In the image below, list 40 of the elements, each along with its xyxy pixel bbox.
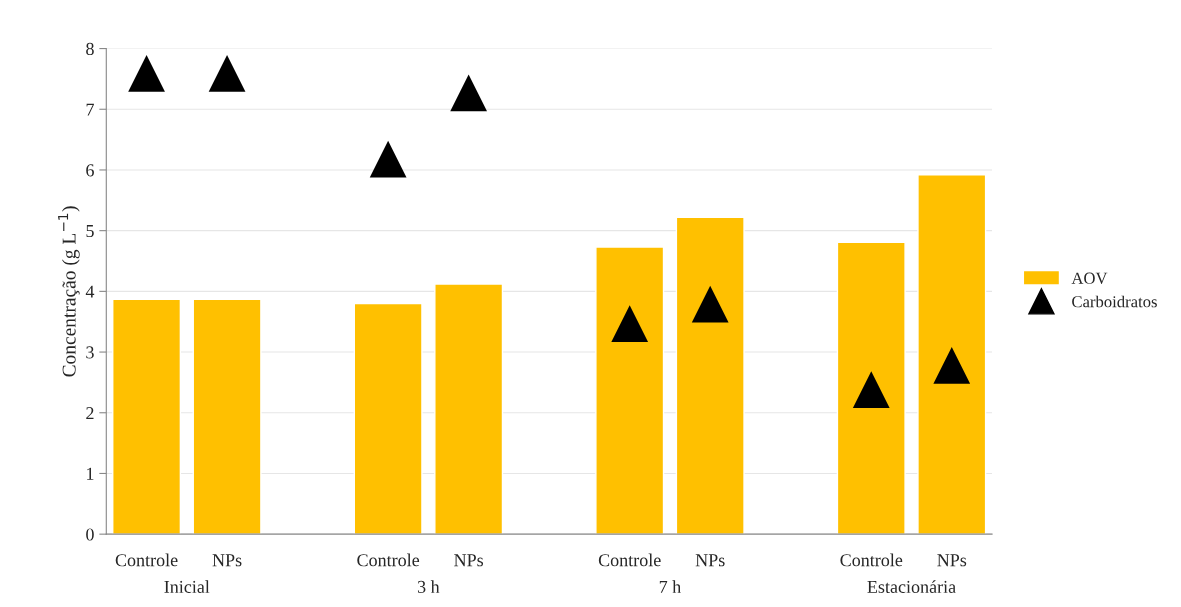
point bbox=[208, 55, 246, 92]
x-tick-label: NPs bbox=[695, 554, 725, 567]
bar bbox=[675, 216, 745, 535]
bar bbox=[192, 298, 262, 535]
y-tick-label: 7 bbox=[86, 103, 94, 116]
text: Inicial bbox=[164, 580, 210, 593]
point bbox=[691, 285, 729, 323]
x-tick-label: Controle bbox=[115, 553, 178, 567]
bar bbox=[434, 283, 504, 535]
y-tick-label: 4 bbox=[85, 285, 95, 298]
text: 7 h bbox=[659, 580, 681, 593]
bar bbox=[112, 298, 182, 535]
legend-label: Carboidratos bbox=[1072, 295, 1157, 308]
y-tick-label: 3 bbox=[86, 346, 94, 359]
y-tick-label: 6 bbox=[86, 164, 94, 177]
text: Estacionária bbox=[867, 580, 956, 593]
x-tick-label: Controle bbox=[840, 553, 903, 567]
bar bbox=[836, 241, 906, 535]
y-tick-label: 0 bbox=[86, 528, 94, 541]
y-tick-label: 2 bbox=[86, 407, 94, 420]
y-tick-label: 1 bbox=[87, 467, 94, 480]
point bbox=[611, 305, 649, 342]
point bbox=[852, 371, 890, 409]
point bbox=[450, 74, 488, 112]
x-tick-label: NPs bbox=[454, 554, 484, 567]
x-tick-label: NPs bbox=[212, 554, 242, 567]
x-tick-label: Controle bbox=[357, 553, 420, 567]
text: 3 h bbox=[417, 580, 440, 593]
bar bbox=[917, 174, 987, 535]
y-tick-label: 8 bbox=[86, 42, 94, 55]
legend-label: AOV bbox=[1071, 272, 1108, 284]
point bbox=[128, 55, 165, 92]
y-axis-title: Concentração (g L$^{−1}$) bbox=[58, 206, 80, 377]
bar bbox=[595, 246, 665, 535]
point bbox=[933, 347, 971, 384]
x-tick-label: NPs bbox=[937, 554, 967, 567]
x-tick-label: Controle bbox=[598, 553, 661, 567]
bar bbox=[353, 302, 423, 535]
point bbox=[369, 140, 407, 178]
y-tick-label: 5 bbox=[86, 225, 94, 238]
